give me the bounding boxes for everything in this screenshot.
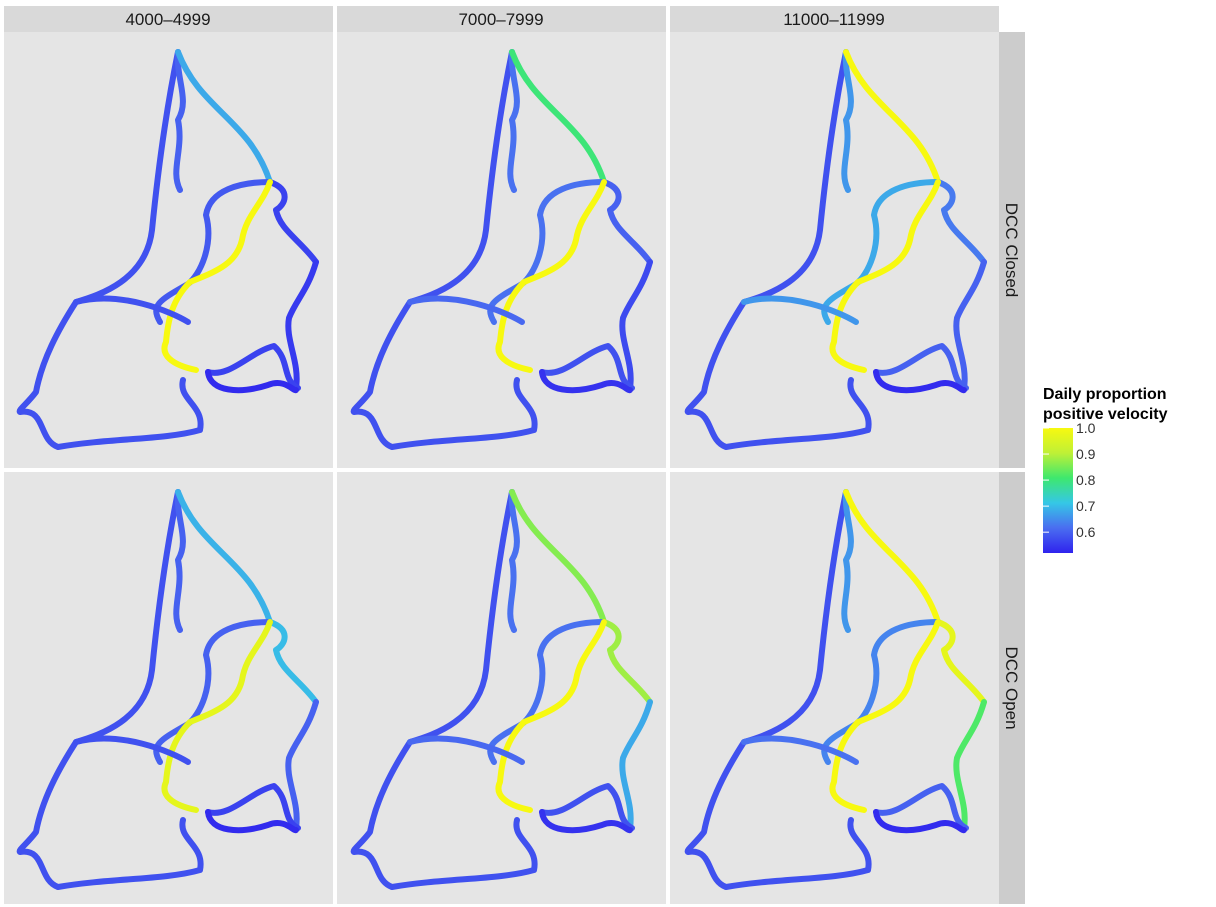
column-strip-bg [337,6,666,32]
map-panels [16,49,987,890]
legend-colorbar [1043,428,1073,553]
channel-segment [161,179,273,373]
channel-segment [843,489,941,625]
column-strip-bg [4,6,333,32]
channel-segment [16,489,204,890]
channel-segment [539,343,635,391]
channel-segment [153,619,273,765]
row-strip-label: DCC Open [1002,646,1021,729]
channel-segment [619,699,653,831]
channel-segment [407,295,525,325]
channel-segment [205,369,299,394]
map-panel [16,489,319,890]
channel-segment [873,343,969,391]
channel-segment [161,619,273,813]
channel-segment [841,49,854,193]
legend-tick-label: 1.0 [1076,420,1096,436]
legend-ticks: 1.0 0.9 0.8 0.7 0.6 [1043,420,1096,540]
channel-segment [173,49,186,193]
panel-backgrounds [4,32,999,904]
channel-segment [205,809,299,834]
map-panel [16,49,319,450]
channel-segment [153,179,273,325]
channel-segment [507,49,520,193]
legend-tick-label: 0.9 [1076,446,1096,462]
map-panel [684,49,987,450]
channel-segment [16,49,204,450]
channel-segment [350,49,538,450]
channel-segment [821,619,941,765]
channel-segment [267,619,319,705]
channel-segment [507,489,520,633]
channel-segment [205,783,301,831]
channel-segment [509,49,607,185]
channel-segment [350,489,538,890]
legend-title-line2: positive velocity [1043,406,1168,423]
map-panel [350,49,653,450]
channel-segment [487,179,607,325]
channel-segment [73,295,191,325]
channel-segment [953,699,987,831]
legend-tick-label: 0.8 [1076,472,1096,488]
channel-segment [509,489,607,625]
channel-segment [285,699,319,831]
channel-segment [267,179,319,265]
channel-segment [873,369,967,394]
channel-segment [873,809,967,834]
channel-segment [741,295,859,325]
channel-segment [495,179,607,373]
channel-segment [821,179,941,325]
channel-segment [829,619,941,813]
legend-tick-label: 0.7 [1076,498,1096,514]
channel-segment [953,259,987,391]
channel-segment [684,49,872,450]
map-panel [684,489,987,890]
channel-segment [841,489,854,633]
channel-segment [873,783,969,831]
channel-segment [173,489,186,633]
channel-segment [285,259,319,391]
channel-segment [741,735,859,765]
column-strip-label: 7000–7999 [458,10,543,29]
panel-background [670,472,999,904]
channel-segment [829,179,941,373]
column-strips: 4000–4999 7000–7999 11000–11999 [4,6,999,32]
row-strip-label: DCC Closed [1002,203,1021,297]
channel-segment [539,783,635,831]
channel-segment [539,369,633,394]
channel-segment [205,343,301,391]
legend-tick-label: 0.6 [1076,524,1096,540]
legend-title-line1: Daily proportion [1043,386,1167,403]
map-panel [350,489,653,890]
column-strip-bg [670,6,999,32]
channel-segment [73,735,191,765]
column-strip-label: 4000–4999 [125,10,210,29]
channel-segment [175,489,273,625]
row-strip-bg [999,32,1025,468]
channel-segment [619,259,653,391]
row-strips: DCC Closed DCC Open [999,32,1025,904]
channel-segment [487,619,607,765]
row-strip-bg [999,472,1025,904]
channel-segment [407,735,525,765]
channel-segment [601,179,653,265]
channel-segment [539,809,633,834]
channel-segment [175,49,273,185]
channel-segment [935,179,987,265]
legend: Daily proportion positive velocity 1.0 0.… [1043,386,1168,553]
channel-segment [601,619,653,705]
channel-segment [935,619,987,705]
channel-segment [843,49,941,185]
column-strip-label: 11000–11999 [783,10,884,29]
channel-segment [495,619,607,813]
channel-segment [684,489,872,890]
